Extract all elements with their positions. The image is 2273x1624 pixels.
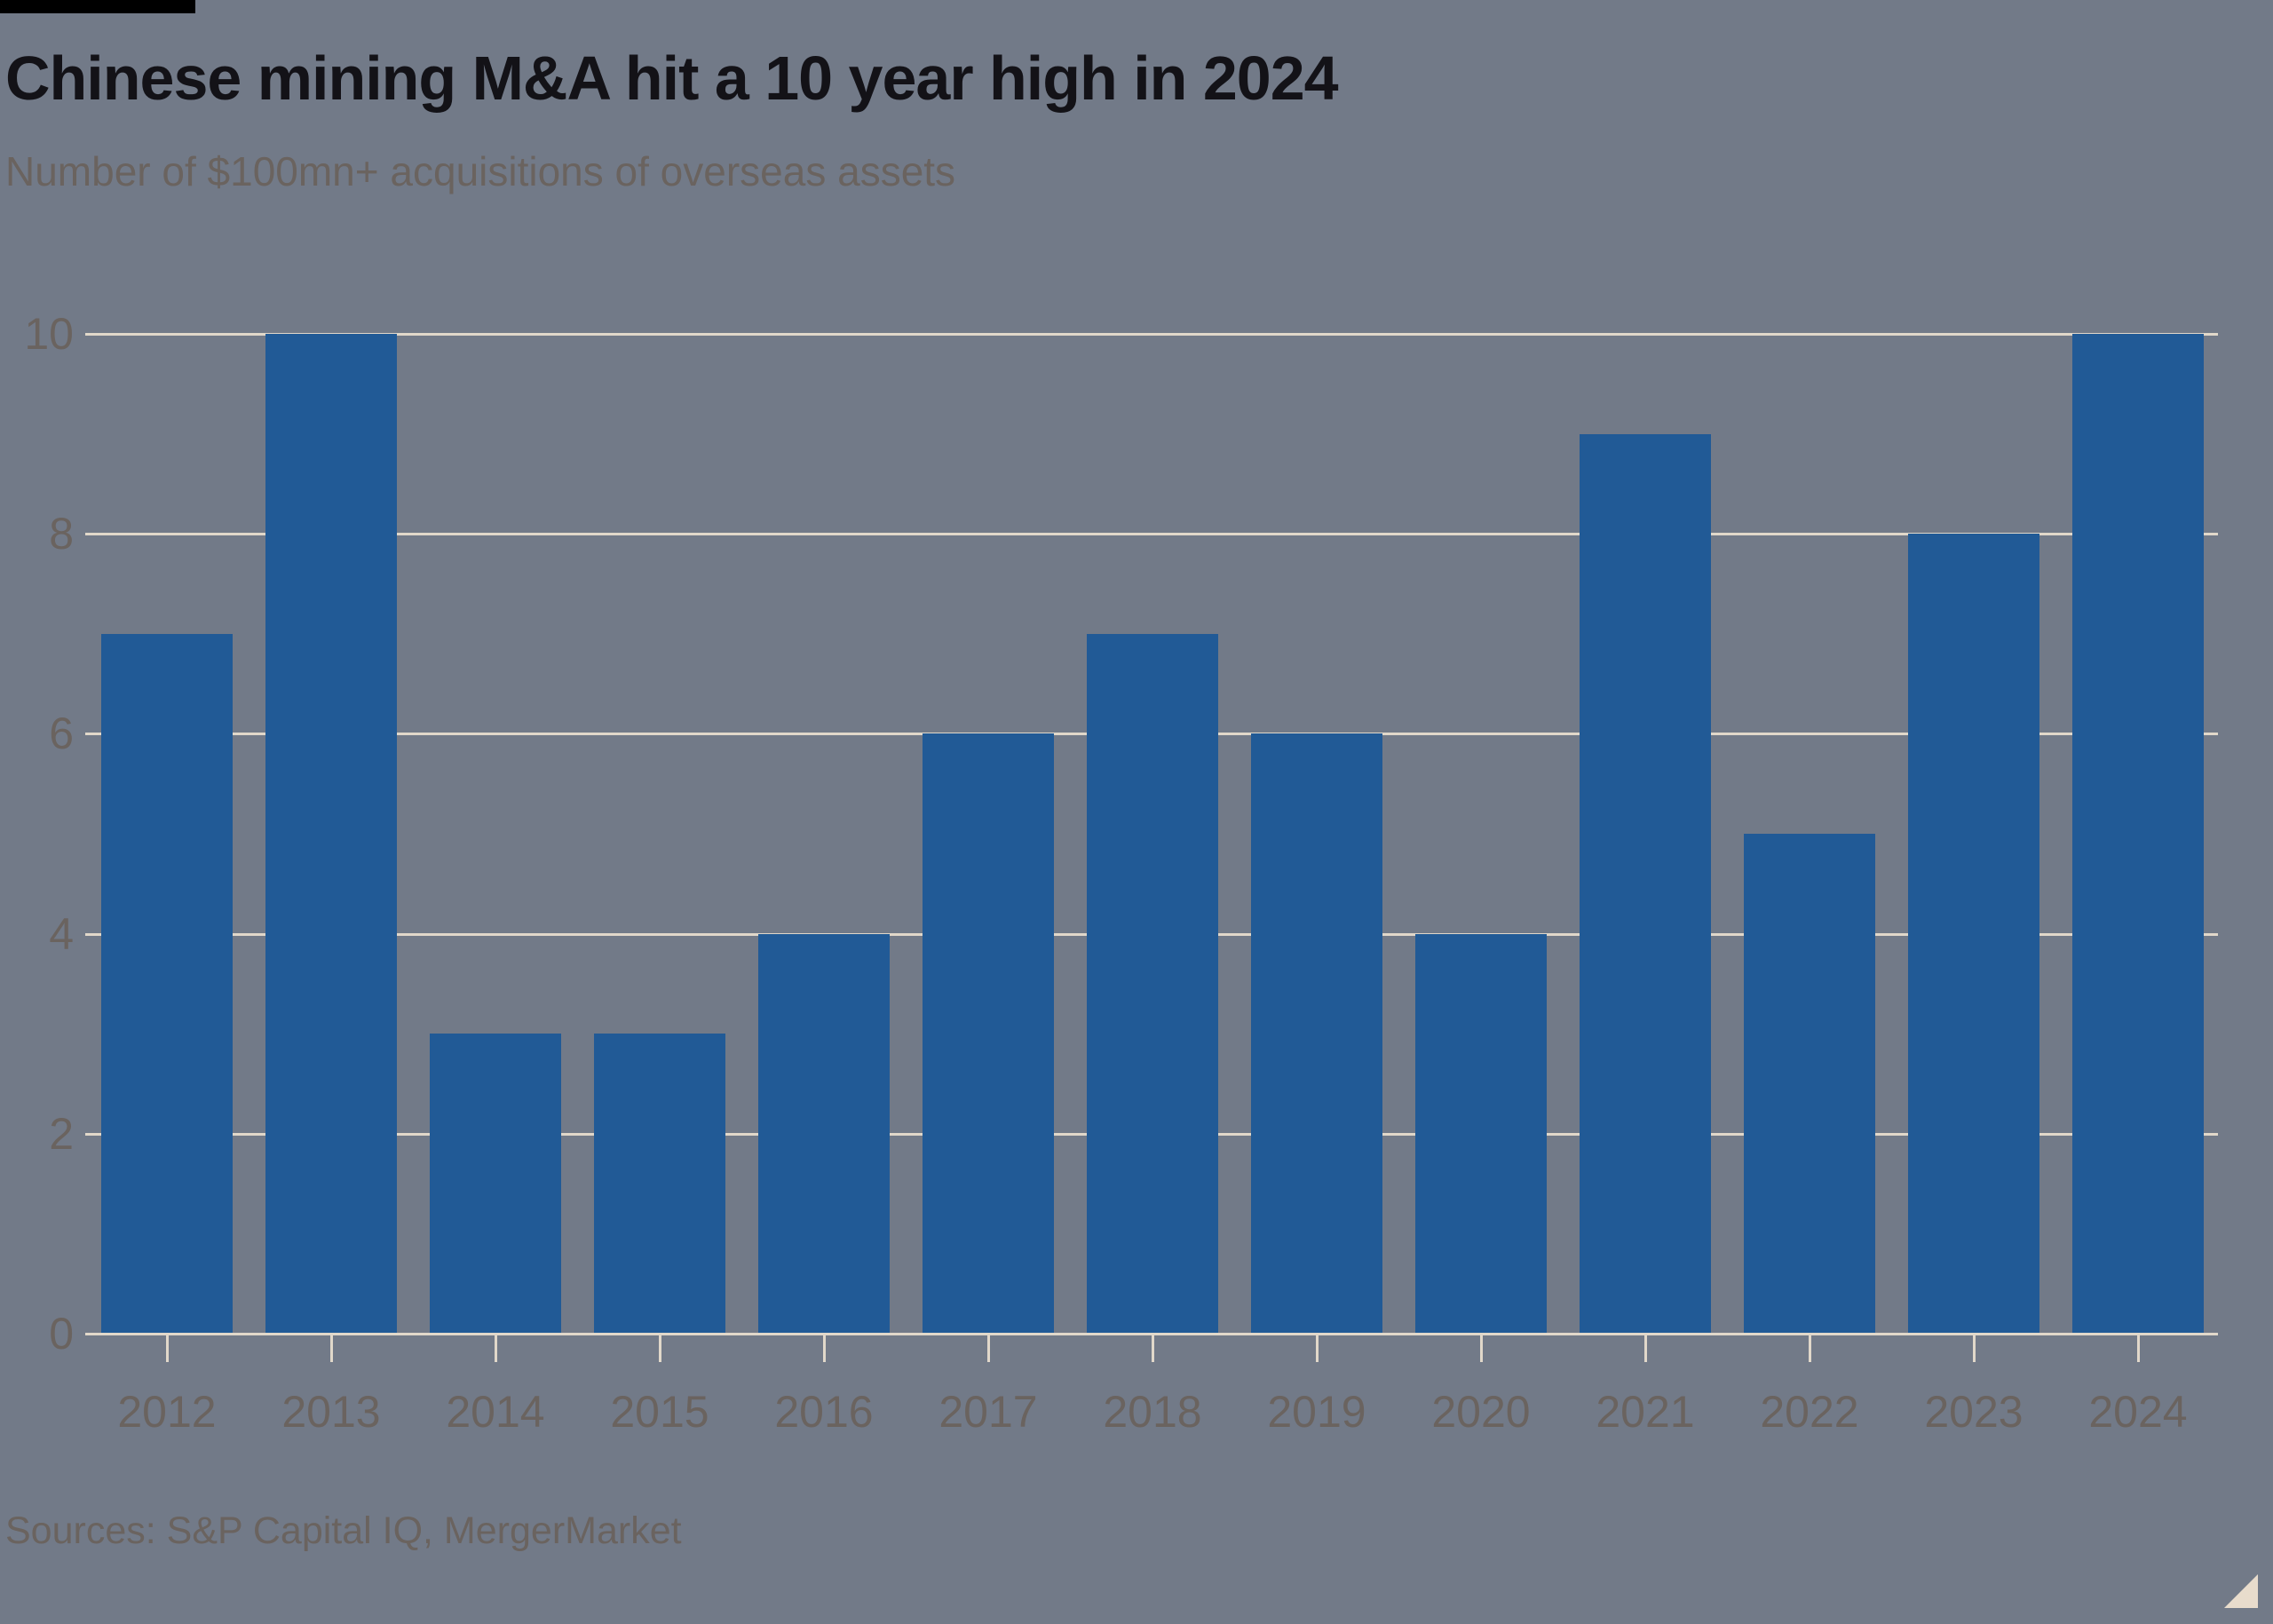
x-tick-2022 <box>1808 1334 1811 1362</box>
bar-2024 <box>2072 334 2204 1334</box>
x-tick-2013 <box>329 1334 333 1362</box>
bar-2014 <box>430 1034 561 1334</box>
y-axis-label-2: 2 <box>49 1108 74 1159</box>
gridline-y10 <box>85 333 2218 336</box>
brand-tag-bar <box>0 0 195 13</box>
chart-title: Chinese mining M&A hit a 10 year high in… <box>5 44 1339 113</box>
bar-2019 <box>1251 733 1382 1334</box>
x-tick-2019 <box>1315 1334 1319 1362</box>
expand-triangle-icon[interactable] <box>2224 1574 2258 1608</box>
bar-2017 <box>923 733 1054 1334</box>
x-axis-label-2022: 2022 <box>1760 1387 1859 1437</box>
bar-2018 <box>1087 633 1218 1334</box>
y-axis-label-0: 0 <box>49 1309 74 1359</box>
bar-2016 <box>758 933 890 1334</box>
bar-2013 <box>265 334 397 1334</box>
x-axis-label-2015: 2015 <box>610 1387 709 1437</box>
x-tick-2021 <box>1643 1334 1647 1362</box>
source-note: Sources: S&P Capital IQ, MergerMarket <box>5 1509 682 1552</box>
x-tick-2015 <box>658 1334 661 1362</box>
x-tick-2018 <box>1151 1334 1154 1362</box>
x-tick-2023 <box>1972 1334 1976 1362</box>
x-axis-label-2023: 2023 <box>1924 1387 2024 1437</box>
gridline-y8 <box>85 533 2218 536</box>
x-axis-label-2018: 2018 <box>1103 1387 1202 1437</box>
bar-2012 <box>101 633 233 1334</box>
x-axis-label-2019: 2019 <box>1267 1387 1366 1437</box>
bar-2021 <box>1580 433 1711 1334</box>
bar-2023 <box>1908 534 2039 1334</box>
y-axis-label-6: 6 <box>49 709 74 759</box>
y-axis-label-8: 8 <box>49 509 74 559</box>
x-axis-label-2021: 2021 <box>1596 1387 1695 1437</box>
x-axis-label-2024: 2024 <box>2088 1387 2188 1437</box>
x-axis-label-2013: 2013 <box>281 1387 381 1437</box>
chart-subtitle: Number of $100mn+ acquisitions of overse… <box>5 148 956 194</box>
x-axis-label-2016: 2016 <box>774 1387 874 1437</box>
x-axis-label-2020: 2020 <box>1431 1387 1531 1437</box>
x-tick-2017 <box>986 1334 990 1362</box>
bar-2015 <box>594 1034 725 1334</box>
y-axis-label-10: 10 <box>24 309 74 359</box>
x-axis-label-2012: 2012 <box>117 1387 217 1437</box>
x-tick-2020 <box>1479 1334 1483 1362</box>
x-tick-2024 <box>2136 1334 2140 1362</box>
x-tick-2014 <box>494 1334 497 1362</box>
x-tick-2016 <box>822 1334 826 1362</box>
bar-2022 <box>1744 834 1875 1334</box>
x-axis-line <box>85 1333 2218 1335</box>
x-axis-label-2014: 2014 <box>446 1387 545 1437</box>
x-axis-label-2017: 2017 <box>939 1387 1038 1437</box>
y-axis-label-4: 4 <box>49 908 74 959</box>
bar-2020 <box>1415 933 1547 1334</box>
x-tick-2012 <box>165 1334 169 1362</box>
